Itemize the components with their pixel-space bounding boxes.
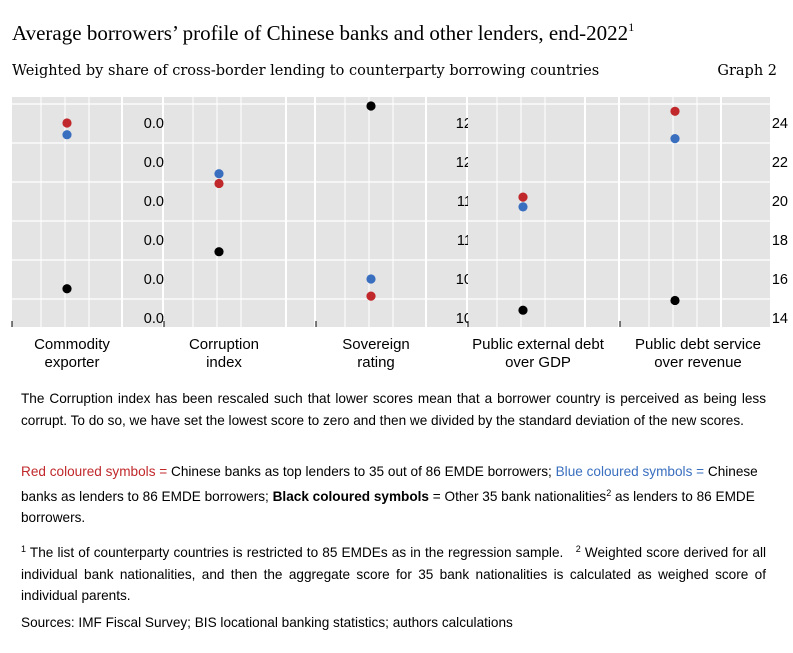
point-black — [62, 284, 72, 294]
point-black — [366, 101, 376, 111]
point-black — [214, 247, 224, 257]
panel-background — [164, 97, 314, 327]
y-tick-label: 20 — [772, 194, 788, 210]
point-blue — [366, 274, 376, 284]
panel-1: 0.010.020.030.040.050.06Commodityexporte… — [11, 97, 172, 371]
point-blue — [62, 130, 72, 140]
x-axis-label: Corruption — [189, 336, 259, 353]
footnotes: 1 The list of counterparty countries is … — [21, 539, 766, 607]
point-red — [62, 118, 72, 128]
title-footnote-marker: 1 — [628, 20, 635, 34]
point-red — [670, 106, 680, 116]
panel-background — [12, 97, 162, 327]
graph-label: Graph 2 — [717, 63, 777, 79]
point-blue — [518, 202, 528, 212]
point-black — [670, 295, 680, 306]
y-tick-label: 18 — [772, 233, 788, 249]
x-axis-label: Public external debt — [472, 336, 605, 353]
x-axis-label: index — [206, 354, 242, 371]
point-red — [518, 192, 528, 202]
legend-black-text-end: as lenders to 86 EMDE borrowers. — [21, 488, 755, 526]
y-tick-label: 14 — [772, 311, 788, 327]
point-blue — [214, 169, 224, 179]
legend-black-text: = Other 35 bank nationalities — [429, 488, 607, 504]
panel-3: 10.010.511.011.512.012.5Sovereignrating — [315, 97, 484, 371]
footnote-2: Weighted score derived for all individua… — [21, 545, 766, 603]
footnote-2-marker: 2 — [575, 544, 581, 554]
x-axis-label: rating — [357, 354, 395, 371]
note-rescaling: The Corruption index has been rescaled s… — [21, 391, 766, 428]
point-red — [214, 178, 224, 189]
point-black — [518, 305, 528, 315]
x-axis-label: Public debt service — [635, 336, 761, 353]
legend-blue-label: Blue coloured symbols = — [555, 464, 705, 479]
chart-title: Average borrowers’ profile of Chinese ba… — [12, 20, 635, 45]
point-red — [366, 291, 376, 301]
legend-blue-text: Chinese banks as lenders to 86 EMDE borr… — [21, 464, 758, 504]
chart-subtitle: Weighted by share of cross-border lendin… — [12, 63, 600, 79]
footnote-1: The list of counterparty countries is re… — [26, 545, 564, 560]
legend-red-label: Red coloured symbols = — [21, 464, 168, 479]
legend-footnote-marker: 2 — [606, 487, 612, 498]
x-axis-label: exporter — [44, 354, 99, 371]
footnote-1-marker: 1 — [21, 544, 27, 554]
panel-background — [620, 97, 770, 327]
sources: Sources: IMF Fiscal Survey; BIS location… — [21, 615, 513, 630]
y-tick-label: 24 — [772, 116, 788, 132]
legend-black-label: Black coloured symbols — [272, 488, 429, 504]
chart-panels: 0.010.020.030.040.050.06Commodityexporte… — [11, 97, 788, 371]
x-axis-label: over revenue — [654, 354, 742, 371]
x-axis-label: over GDP — [505, 354, 571, 371]
x-axis-label: Sovereign — [342, 336, 410, 353]
x-axis-label: Commodity — [34, 336, 110, 353]
panel-background — [316, 97, 466, 327]
point-blue — [670, 134, 680, 144]
legend-text: Red coloured symbols = Chinese banks as … — [21, 461, 766, 529]
y-tick-label: 16 — [772, 272, 788, 288]
y-tick-label: 22 — [772, 155, 788, 171]
panel-background — [468, 97, 618, 327]
legend-red-text: Chinese banks as top lenders to 35 out o… — [167, 464, 556, 479]
